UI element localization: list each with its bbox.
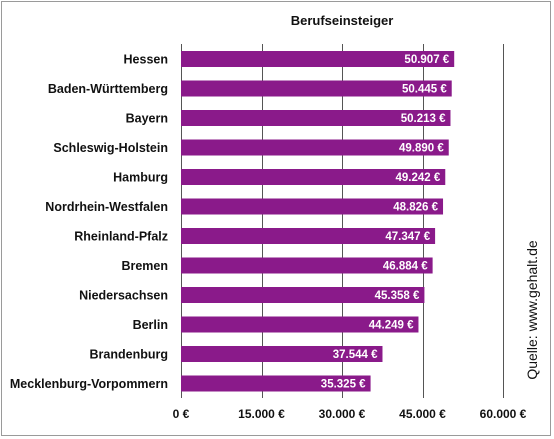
category-label: Hamburg [113,171,168,185]
bar [181,198,444,215]
bar [181,287,425,303]
category-label: Rheinland-Pfalz [74,230,168,244]
category-label: Baden-Württemberg [48,82,168,96]
bars: 50.907 € 50.445 € 50.213 € 49.890 € 49.242 €… [181,51,455,392]
bar [181,257,433,274]
value-label: 50.213 € [401,113,446,125]
bar [181,346,383,362]
value-label: 47.347 € [385,231,430,243]
category-label: Bremen [121,259,168,273]
bar [181,51,455,67]
x-tick-label: 60.000 € [480,407,527,421]
source-label: Quelle: www.gehalt.de [524,240,540,380]
value-label: 37.544 € [333,349,378,361]
value-label: 50.907 € [404,54,449,66]
chart-title: Berufseinsteiger [291,13,394,28]
category-label: Mecklenburg-Vorpommern [10,377,168,391]
value-label: 46.884 € [383,261,428,273]
bar [181,80,452,97]
category-label: Niedersachsen [79,289,168,303]
bar [181,375,371,392]
x-tick-label: 30.000 € [319,407,366,421]
value-label: 49.890 € [399,143,444,155]
value-label: 44.249 € [369,320,414,332]
value-label: 35.325 € [321,379,366,391]
value-label: 45.358 € [375,290,420,302]
value-label: 49.242 € [395,172,440,184]
bar [181,316,419,333]
x-tick-label: 45.000 € [399,407,446,421]
category-label: Nordrhein-Westfalen [45,200,168,214]
bar [181,228,436,244]
value-label: 50.445 € [402,84,447,96]
category-label: Schleswig-Holstein [53,141,168,155]
bar [181,110,451,126]
value-label: 48.826 € [393,202,438,214]
category-label: Brandenburg [90,348,168,362]
category-label: Bayern [126,112,168,126]
x-tick-labels: 0 € 15.000 € 30.000 € 45.000 € 60.000 € [173,407,527,421]
bar [181,139,449,156]
x-tick-label: 15.000 € [238,407,285,421]
gridlines [181,44,504,398]
category-label: Berlin [133,318,168,332]
bar [181,169,446,185]
category-labels: Hessen Baden-Württemberg Bayern Schleswig-H… [10,53,168,392]
x-tick-label: 0 € [173,407,190,421]
category-label: Hessen [124,53,168,67]
